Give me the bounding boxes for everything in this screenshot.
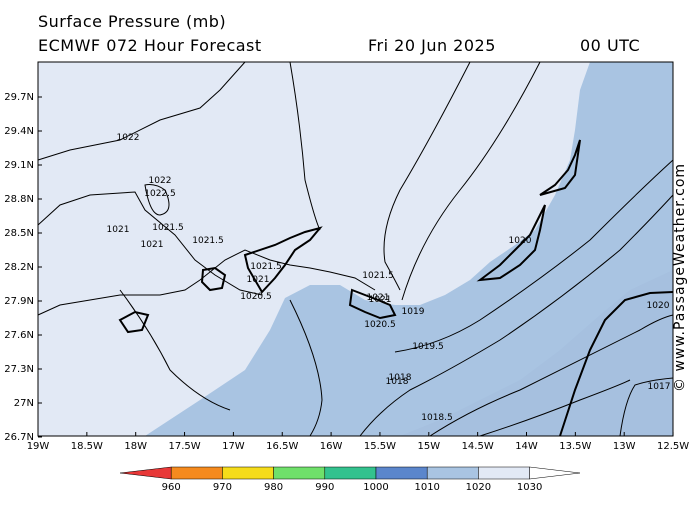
lat-tick-label: 28.8N: [4, 194, 34, 205]
contour-label: 1021: [107, 225, 130, 235]
contour-label: 1021: [141, 240, 164, 250]
map-frame: [37, 61, 674, 437]
contour-label: 1019: [402, 307, 425, 317]
map-title: Surface Pressure (mb): [38, 12, 227, 31]
legend-color-swatch: [375, 466, 428, 480]
credit-text: © www.PassageWeather.com: [672, 162, 688, 392]
contour-label: 1021.5: [152, 223, 184, 233]
lon-tick-label: 15W: [417, 441, 440, 452]
contour-label: 1021: [247, 275, 270, 285]
lon-tick-label: 13.5W: [559, 441, 591, 452]
contour-label: 1019.5: [412, 342, 444, 352]
contour-label: 1021: [369, 295, 392, 305]
contour-label: 1018: [386, 377, 409, 387]
lon-tick-label: 16.5W: [266, 441, 298, 452]
contour-label: 1022.5: [144, 189, 176, 199]
lat-tick-label: 29.4N: [4, 126, 34, 137]
contour-label: 1017: [648, 382, 671, 392]
lat-tick-label: 27.6N: [4, 330, 34, 341]
legend-color-swatch: [324, 466, 377, 480]
contour-label: 1021.5: [250, 262, 282, 272]
contour-labels: 1022 1022 1022.5 1021 1021 1021.5 1021.5 1021.5…: [107, 133, 671, 423]
legend-color-swatch: [170, 466, 223, 480]
lon-tick-label: 16W: [320, 441, 343, 452]
lat-tick-label: 28.2N: [4, 262, 34, 273]
contour-label: 1021.5: [362, 271, 394, 281]
contour-label: 1022: [149, 176, 172, 186]
contour-label: 1018: [389, 373, 412, 383]
latitude-axis: 29.7N 29.4N 29.1N 28.8N 28.5N 28.2N 27.9N 27.6N…: [4, 92, 42, 443]
contour-label: 1020.5: [364, 320, 396, 330]
legend-color-swatch: [222, 466, 274, 480]
lon-tick-label: 14.5W: [462, 441, 494, 452]
forecast-time: 00 UTC: [580, 36, 641, 55]
lon-tick-label: 18W: [124, 441, 147, 452]
lat-tick-label: 26.7N: [4, 432, 34, 443]
lat-tick-label: 27.9N: [4, 296, 34, 307]
lat-tick-label: 29.7N: [4, 92, 34, 103]
lat-tick-label: 29.1N: [4, 160, 34, 171]
pressure-band-mid: [145, 62, 673, 436]
pressure-legend: 960 970 980 990 1000 1010 1020 1030: [119, 466, 581, 493]
lon-tick-label: 18.5W: [71, 441, 103, 452]
legend-tick-label: 1010: [414, 482, 439, 493]
contour-label: 1020: [647, 301, 670, 311]
forecast-subtitle: ECMWF 072 Hour Forecast: [38, 36, 262, 55]
legend-color-swatch: [478, 466, 530, 480]
lon-tick-label: 17.5W: [168, 441, 200, 452]
lon-tick-label: 12.5W: [657, 441, 689, 452]
contour-label: 1022: [117, 133, 140, 143]
legend-tick-label: 970: [213, 482, 232, 493]
contour-label: 1018.5: [421, 413, 453, 423]
legend-tick-label: 1000: [363, 482, 388, 493]
contour-label: 1020.5: [240, 292, 272, 302]
coastline: [118, 139, 674, 437]
legend-tick-label: 1030: [517, 482, 542, 493]
legend-color-swatch: [273, 466, 326, 480]
lat-tick-label: 28.5N: [4, 228, 34, 239]
forecast-date: Fri 20 Jun 2025: [368, 36, 496, 55]
lon-tick-label: 15.5W: [364, 441, 396, 452]
contour-label: 1021.5: [192, 236, 224, 246]
legend-tick-label: 960: [162, 482, 181, 493]
legend-color-swatch: [426, 466, 479, 480]
lat-tick-label: 27N: [14, 398, 34, 409]
legend-tick-label: 1020: [466, 482, 491, 493]
lon-tick-label: 17W: [222, 441, 245, 452]
legend-color-swatch: [529, 466, 581, 480]
pressure-band-low: [400, 270, 673, 436]
lon-tick-label: 19W: [27, 441, 50, 452]
isobars: [37, 61, 674, 437]
lon-tick-label: 14W: [515, 441, 538, 452]
legend-tick-label: 980: [264, 482, 283, 493]
lat-tick-label: 27.3N: [4, 364, 34, 375]
lon-tick-label: 13W: [613, 441, 636, 452]
longitude-axis: 19W 18.5W 18W 17.5W 17W 16.5W 16W 15.5W 15W 14.5W…: [27, 432, 689, 452]
legend-color-swatch: [119, 466, 172, 480]
contour-label: 1021: [367, 293, 390, 303]
legend-tick-label: 990: [315, 482, 334, 493]
contour-label: 1020: [509, 236, 532, 246]
